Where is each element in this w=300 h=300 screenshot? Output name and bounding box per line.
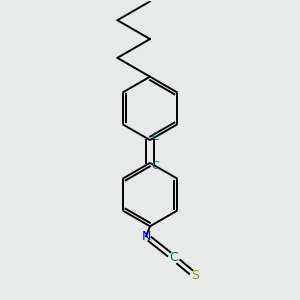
Text: S: S bbox=[192, 269, 200, 282]
Text: C: C bbox=[151, 161, 159, 171]
Text: C: C bbox=[151, 132, 159, 142]
Text: N: N bbox=[141, 230, 151, 243]
Text: C: C bbox=[169, 251, 178, 265]
